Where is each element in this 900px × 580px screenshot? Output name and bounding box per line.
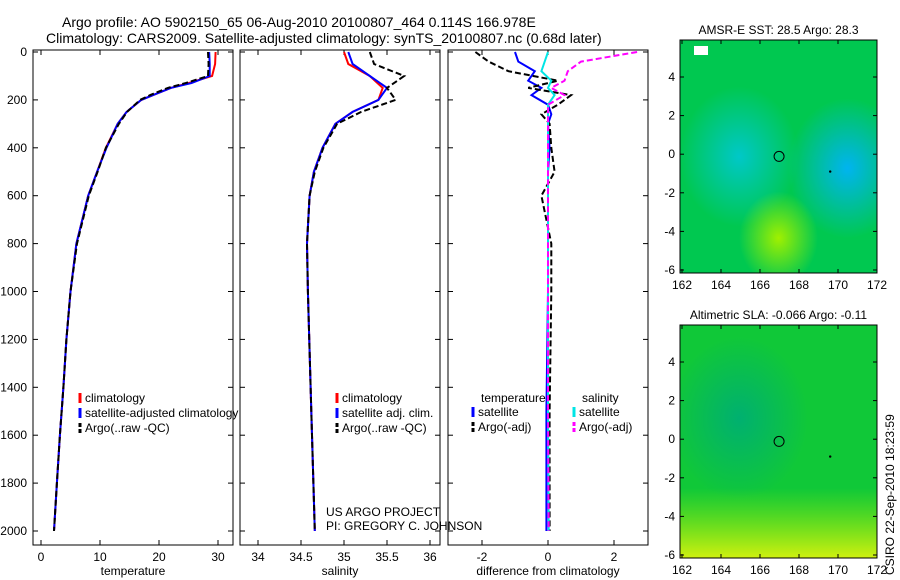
x-axis-label: salinity [322,564,359,578]
x-tick-label: 34.5 [289,550,313,564]
x-tick-label: 10 [93,550,107,564]
x-tick-label: 172 [867,563,887,577]
x-tick-label: 35.5 [375,550,399,564]
argo-location-marker [773,150,785,162]
y-tick-label: 600 [7,189,27,203]
series-line-temperature-argo-adj- [474,51,574,531]
x-tick-label: 164 [711,563,731,577]
x-tick-label: 166 [750,278,770,292]
map-frame [679,324,878,559]
project-line-1: US ARGO PROJECT [326,505,441,519]
y-tick-label: 4 [668,355,675,369]
x-tick-label: 168 [789,563,809,577]
axes-frame-0 [32,49,234,546]
x-tick-label: 0 [38,550,45,564]
x-tick-label: 170 [828,278,848,292]
x-tick-label: 172 [867,278,887,292]
x-tick-label: 34 [251,550,265,564]
y-tick-label: 1000 [0,285,27,299]
series-line-argo-raw-qc- [53,51,210,532]
x-tick-label: 20 [152,550,166,564]
x-tick-label: 36 [423,550,437,564]
x-tick-label: -2 [477,550,488,564]
map-title: AMSR-E SST: 28.5 Argo: 28.3 [698,23,858,37]
y-tick-label: 0 [668,147,675,161]
argo-location-marker [773,435,785,447]
title-line-1: Argo profile: AO 5902150_65 06-Aug-2010 … [62,14,536,30]
y-tick-label: 1400 [0,380,27,394]
y-tick-label: -2 [664,186,675,200]
x-tick-label: 168 [789,278,809,292]
x-axis-label: difference from climatology [476,564,619,578]
y-tick-label: 400 [7,141,27,155]
float-dot [829,170,832,173]
y-tick-label: 800 [7,237,27,251]
y-tick-label: -6 [664,263,675,277]
title-line-2: Climatology: CARS2009. Satellite-adjuste… [46,30,602,46]
legend-header-salinity: salinity [582,391,619,405]
x-tick-label: 162 [672,278,692,292]
legend-label: satellite [579,405,620,419]
map-frame [679,39,878,274]
legend-label: satellite-adjusted climatology [85,406,238,420]
legend-label: Argo(-adj) [478,420,531,434]
y-tick-label: 2 [668,394,675,408]
map-field-anomaly [680,40,877,273]
legend-label: climatology [85,391,145,405]
legend-label: Argo(..raw -QC) [85,421,170,435]
y-tick-label: 0 [668,432,675,446]
x-tick-label: 2 [611,550,618,564]
legend-label: Argo(-adj) [579,420,632,434]
x-tick-label: 162 [672,563,692,577]
legend-label: Argo(..raw -QC) [342,421,427,435]
y-tick-label: -4 [664,509,675,523]
y-tick-label: 1800 [0,476,27,490]
y-tick-label: -4 [664,224,675,238]
y-tick-label: 1600 [0,428,27,442]
y-tick-label: -6 [664,548,675,562]
map-missing-data [694,46,708,55]
map-title: Altimetric SLA: -0.066 Argo: -0.11 [690,308,868,322]
legend-label: satellite adj. clim. [342,406,433,420]
map-field-anomaly [680,325,877,558]
y-tick-label: 4 [668,70,675,84]
x-axis-label: temperature [101,564,166,578]
legend-header-temperature: temperature [481,391,546,405]
x-tick-label: 0 [545,550,552,564]
x-tick-label: 35 [337,550,351,564]
x-tick-label: 164 [711,278,731,292]
y-tick-label: -2 [664,471,675,485]
x-tick-label: 30 [211,550,225,564]
y-tick-label: 200 [7,93,27,107]
y-tick-label: 1200 [0,332,27,346]
series-line-argo-raw-qc- [305,51,407,532]
x-tick-label: 166 [750,563,770,577]
legend-label: climatology [342,391,402,405]
axes-frame-1 [239,49,441,546]
side-label: CSIRO 22-Sep-2010 18:23:59 [883,414,897,575]
project-line-2: PI: GREGORY C. JOHNSON [326,519,482,533]
series-line-salinity-argo-adj- [547,51,638,532]
legend-label: satellite [478,405,519,419]
y-tick-label: 2 [668,109,675,123]
x-tick-label: 170 [828,563,848,577]
y-tick-label: 0 [20,45,27,59]
y-tick-label: 2000 [0,524,27,538]
float-dot [829,455,832,458]
